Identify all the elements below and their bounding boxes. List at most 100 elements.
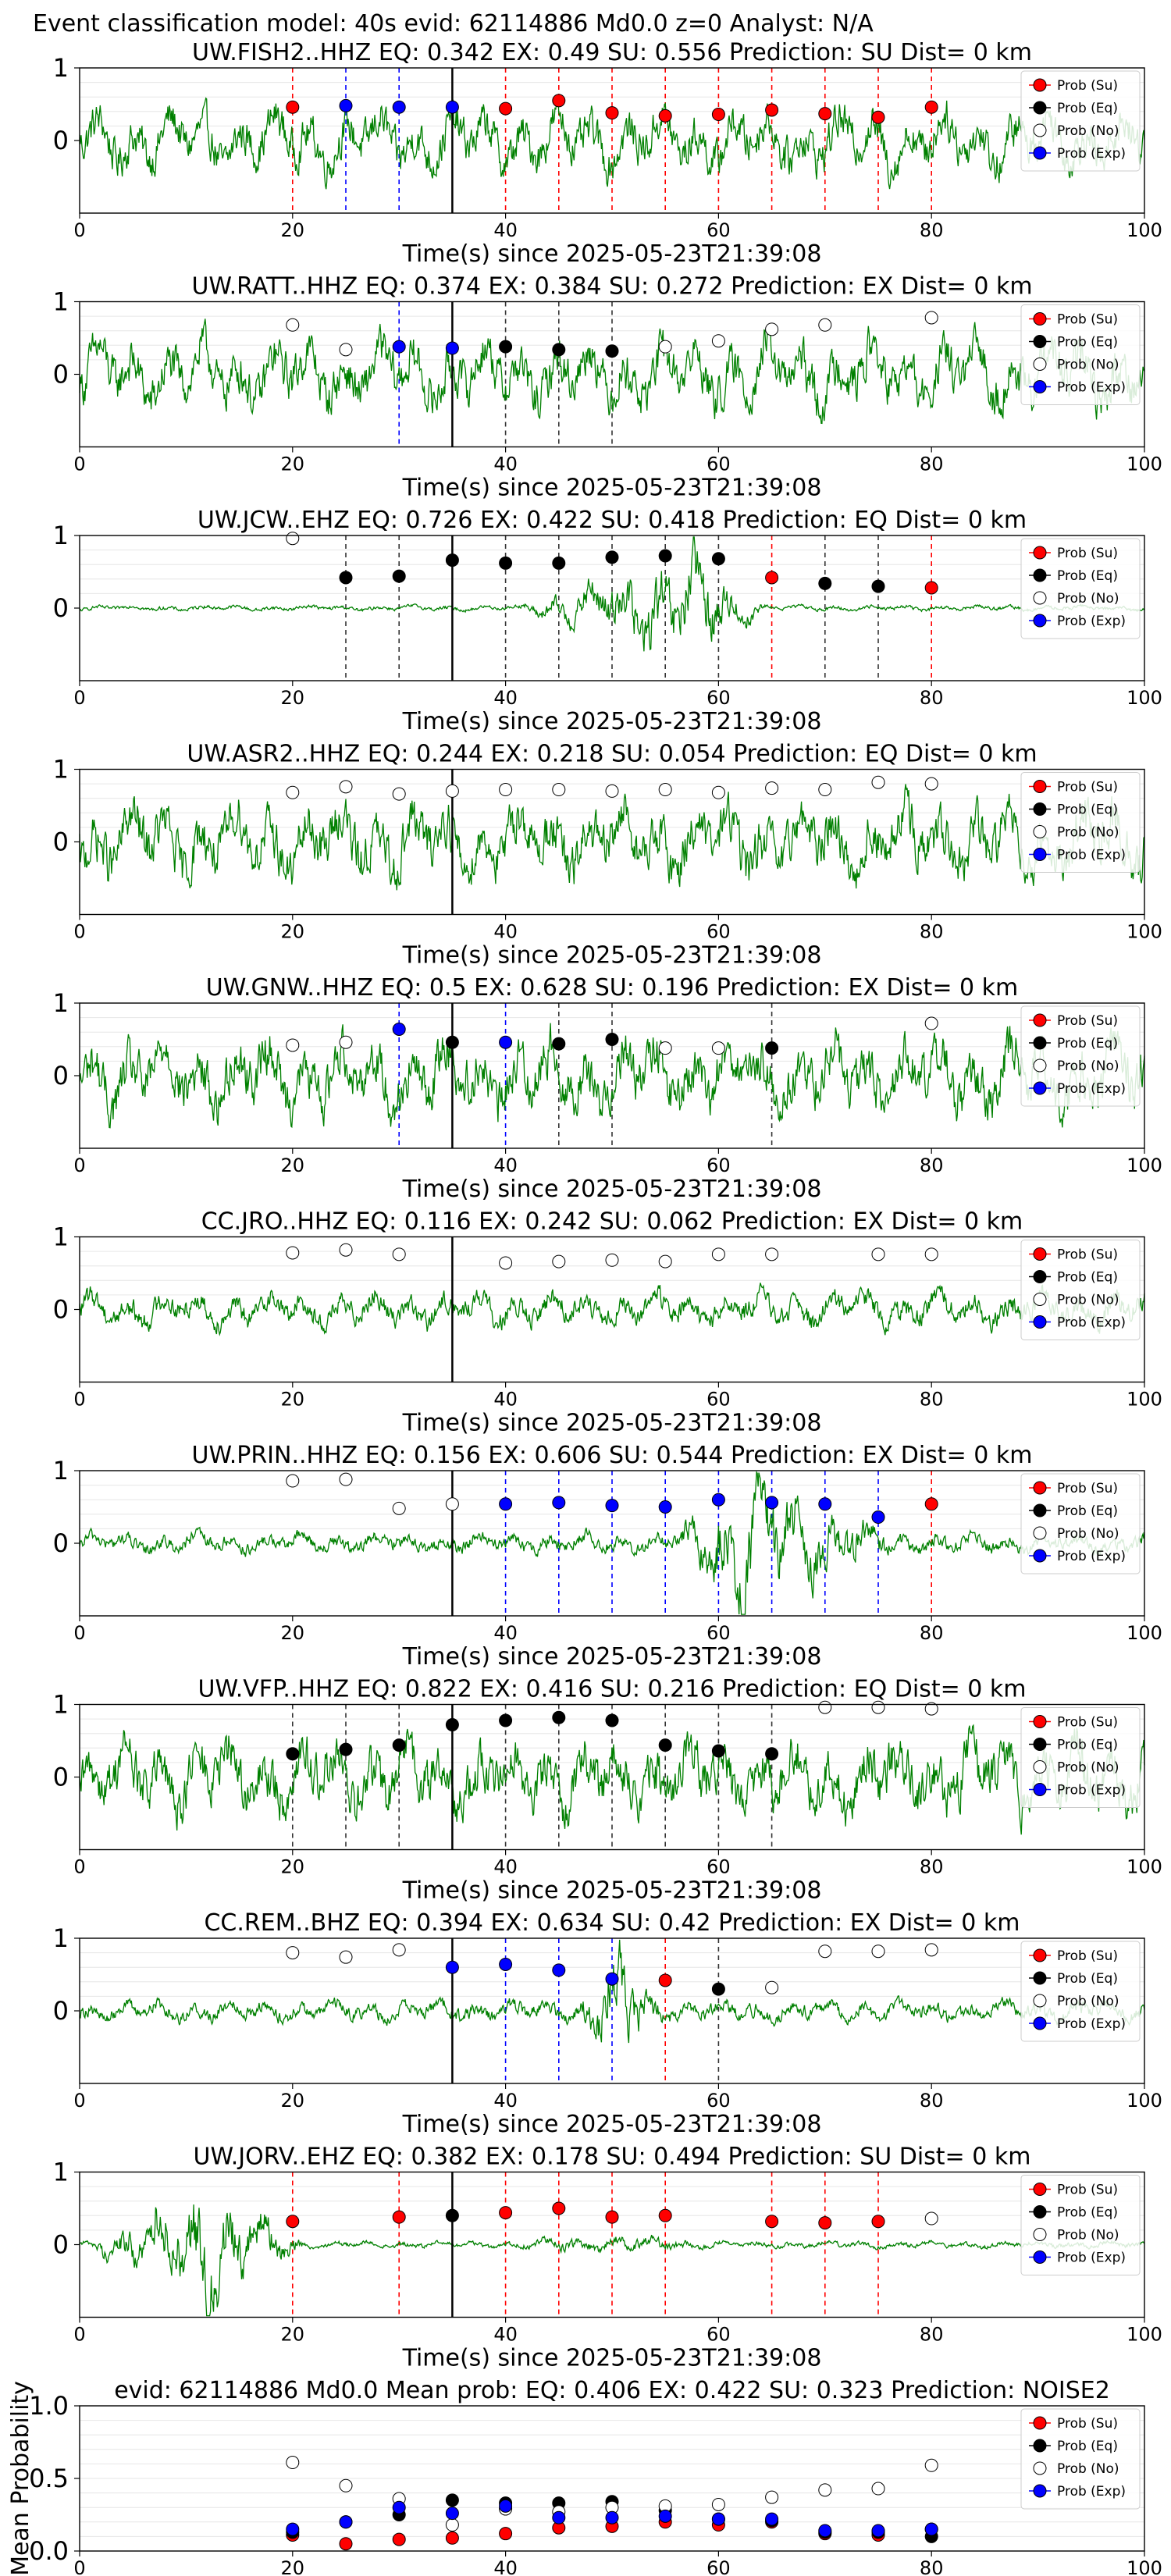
x-tick-label: 60 [707,1389,731,1411]
x-tick-label: 100 [1127,2324,1162,2346]
y-tick-label: 1 [53,1690,69,1720]
legend-label-su: Prob (Su) [1057,78,1118,94]
probability-point-eq [605,344,619,358]
legend-marker-no [1033,1994,1047,2008]
probability-point-no [286,1038,300,1052]
probability-point-no [392,787,406,801]
legend-label-eq: Prob (Eq) [1057,1971,1118,1987]
legend-label-no: Prob (No) [1057,1059,1119,1074]
mean-probability-point-no [445,2518,459,2532]
probability-point-exp [445,1960,459,1974]
probability-point-eq [499,1713,513,1727]
x-tick-label: 40 [493,921,518,943]
x-tick-label: 60 [707,454,731,475]
plot-frame [79,1236,1145,1383]
panel-title: UW.VFP..HHZ EQ: 0.822 EX: 0.416 SU: 0.21… [198,1676,1027,1703]
probability-point-eq [658,549,672,563]
x-tick-label: 100 [1127,454,1162,475]
probability-point-su [658,109,672,123]
legend-box [1020,772,1141,873]
legend-label-su: Prob (Su) [1057,1948,1118,1964]
probability-point-exp [445,100,459,114]
mean-probability-point-exp [765,2512,779,2526]
x-tick-label: 20 [281,687,305,709]
waveform-trace [79,318,1145,425]
legend-label-eq: Prob (Eq) [1057,2439,1118,2454]
mean-probability-point-exp [499,2499,513,2513]
waveform-trace [79,1471,1145,1615]
panel-8: UW.VFP..HHZ EQ: 0.822 EX: 0.416 SU: 0.21… [53,1676,1162,1905]
mean-probability-point-exp [552,2510,566,2524]
probability-point-eq [605,1713,619,1727]
legend-marker-exp [1033,1315,1047,1329]
probability-point-exp [392,340,406,354]
legend-marker-su [1033,780,1047,793]
probability-point-no [605,1253,619,1267]
probability-point-exp [605,1972,619,1986]
legend-label-eq: Prob (Eq) [1057,335,1118,350]
legend-label-su: Prob (Su) [1057,1013,1118,1029]
plot-frame [79,2405,1145,2552]
legend-marker-su [1033,78,1047,92]
legend-marker-su [1033,2416,1047,2430]
probability-point-su [924,1497,938,1511]
legend-label-exp: Prob (Exp) [1057,1549,1126,1564]
waveform-trace [79,1283,1145,1336]
legend-label-eq: Prob (Eq) [1057,101,1118,116]
y-tick-label: 1 [53,988,69,1018]
probability-point-su [871,110,885,124]
legend-box [1020,538,1141,639]
legend-label-no: Prob (No) [1057,1994,1119,2009]
legend-marker-exp [1033,848,1047,861]
y-tick-label: 0 [53,1763,69,1792]
probability-point-no [392,1247,406,1261]
probability-point-eq [552,1037,566,1051]
x-tick-label: 0 [73,2557,85,2576]
probability-point-exp [871,1510,885,1525]
x-tick-label: 60 [707,219,731,241]
probability-point-no [392,1501,406,1515]
legend-marker-exp [1033,2250,1047,2264]
probability-point-no [658,1041,672,1055]
x-tick-label: 100 [1127,921,1162,943]
probability-point-no [818,1700,832,1714]
x-tick-label: 40 [493,687,518,709]
legend-label-no: Prob (No) [1057,2228,1119,2243]
legend-marker-eq [1033,1971,1047,1985]
x-tick-label: 40 [493,1155,518,1176]
probability-point-no [871,1247,885,1261]
x-tick-label: 0 [73,687,85,709]
probability-point-no [286,1474,300,1488]
legend-box [1020,2175,1141,2275]
legend-label-su: Prob (Su) [1057,1247,1118,1263]
x-axis-label: Time(s) since 2025-05-23T21:39:08 [402,1643,822,1670]
probability-point-eq [499,556,513,570]
x-tick-label: 40 [493,1389,518,1411]
mean-probability-point-su [499,2527,513,2541]
legend-box [1020,304,1141,405]
plot-frame [79,768,1145,916]
x-tick-label: 40 [493,2324,518,2346]
legend-marker-no [1033,2228,1047,2241]
x-tick-label: 0 [73,2324,85,2346]
x-tick-label: 80 [920,2324,944,2346]
x-tick-label: 80 [920,219,944,241]
x-tick-label: 80 [920,1389,944,1411]
panel-9: CC.REM..BHZ EQ: 0.394 EX: 0.634 SU: 0.42… [53,1909,1162,2138]
panel-10: UW.JORV..EHZ EQ: 0.382 EX: 0.178 SU: 0.4… [53,2144,1162,2372]
probability-point-no [924,1247,938,1261]
waveform-trace [79,96,1145,190]
panel-3: UW.JCW..EHZ EQ: 0.726 EX: 0.422 SU: 0.41… [53,507,1162,735]
legend-marker-no [1033,1760,1047,1774]
legend-marker-no [1033,358,1047,371]
legend-label-eq: Prob (Eq) [1057,802,1118,818]
x-tick-label: 100 [1127,687,1162,709]
probability-point-no [605,784,619,798]
mean-probability-point-exp [445,2507,459,2521]
probability-point-no [658,340,672,354]
legend-label-su: Prob (Su) [1057,2416,1118,2432]
probability-point-no [286,785,300,799]
probability-point-eq [658,1738,672,1752]
legend-marker-no [1033,825,1047,838]
